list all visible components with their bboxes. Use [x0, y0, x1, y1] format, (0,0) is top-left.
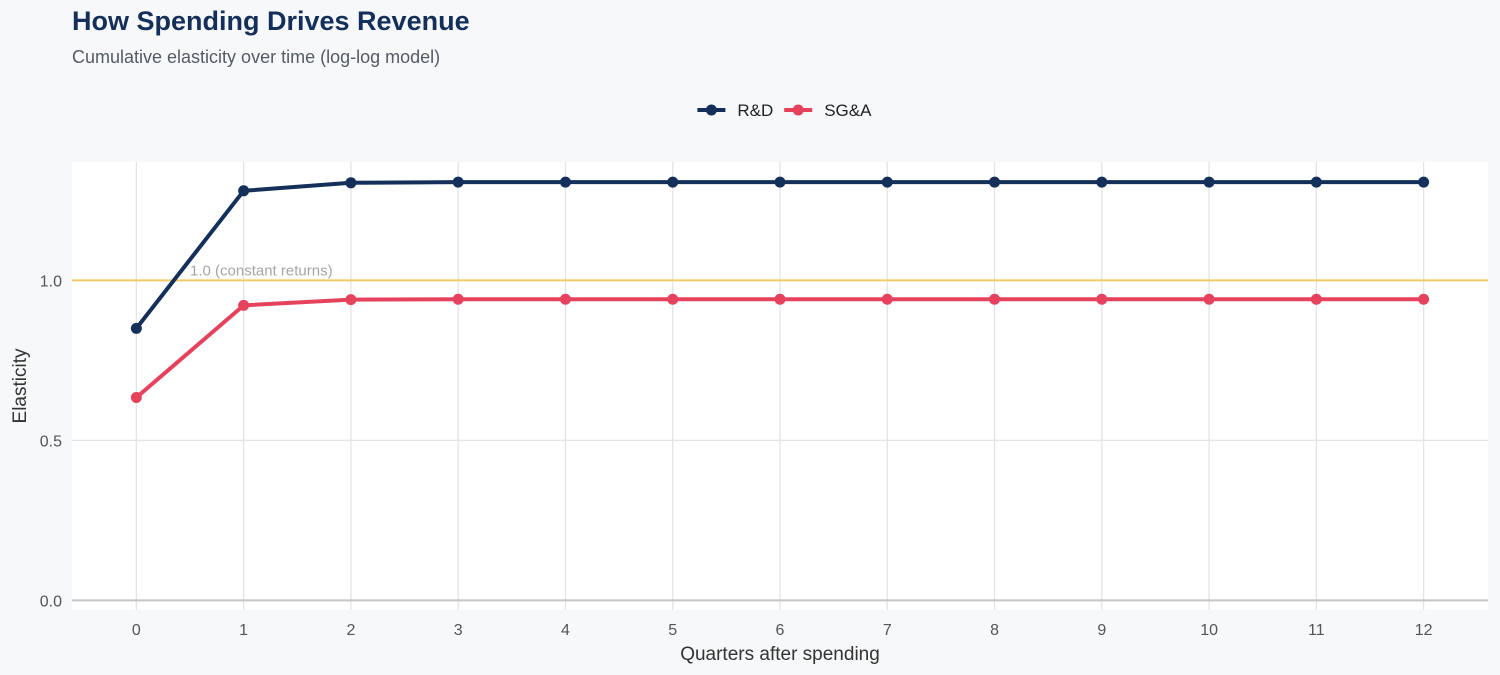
x-tick-label: 4 — [561, 622, 570, 639]
series-group — [130, 176, 1430, 404]
x-tick-label: 2 — [346, 622, 355, 639]
legend-item: R&D — [697, 101, 773, 120]
data-point — [881, 293, 893, 305]
legend-swatch-point — [705, 104, 717, 116]
y-tick-label: 0.0 — [40, 593, 62, 610]
data-point — [238, 185, 250, 197]
y-tick-label: 1.0 — [40, 273, 62, 290]
x-tick-label: 10 — [1200, 622, 1218, 639]
x-tick-label: 3 — [454, 622, 463, 639]
data-point — [667, 176, 679, 188]
data-point — [1418, 176, 1430, 188]
legend-label: SG&A — [824, 101, 872, 120]
x-tick-label: 1 — [239, 622, 248, 639]
reference-line-group: 1.0 (constant returns) — [72, 262, 1488, 282]
x-tick-label: 5 — [668, 622, 677, 639]
data-point — [1096, 176, 1108, 188]
data-point — [1418, 293, 1430, 305]
data-point — [1096, 293, 1108, 305]
x-axis-ticks: 0 1 2 3 4 5 6 7 8 9 10 11 12 — [132, 622, 1433, 639]
x-tick-label: 0 — [132, 622, 141, 639]
data-point — [1203, 293, 1215, 305]
data-point — [130, 392, 142, 404]
x-tick-label: 12 — [1415, 622, 1433, 639]
grid — [72, 162, 1488, 610]
y-tick-label: 0.5 — [40, 433, 62, 450]
data-point — [667, 293, 679, 305]
data-point — [1203, 176, 1215, 188]
data-point — [774, 176, 786, 188]
data-point — [238, 299, 250, 311]
data-point — [559, 293, 571, 305]
legend-label: R&D — [737, 101, 773, 120]
x-tick-label: 9 — [1097, 622, 1106, 639]
x-tick-label: 7 — [883, 622, 892, 639]
data-point — [452, 176, 464, 188]
legend-swatch-point — [792, 104, 804, 116]
x-tick-label: 8 — [990, 622, 999, 639]
chart-subtitle: Cumulative elasticity over time (log-log… — [72, 47, 441, 67]
y-axis-label: Elasticity — [10, 348, 31, 423]
data-point — [345, 177, 357, 189]
x-axis-label: Quarters after spending — [680, 644, 880, 665]
legend-item: SG&A — [784, 101, 872, 120]
data-point — [1310, 293, 1322, 305]
data-point — [989, 176, 1001, 188]
x-tick-label: 11 — [1308, 622, 1325, 639]
data-point — [1310, 176, 1322, 188]
y-axis-ticks: 0.0 0.5 1.0 — [40, 273, 62, 610]
legend: R&D SG&A — [697, 101, 872, 120]
data-point — [989, 293, 1001, 305]
reference-line-label: 1.0 (constant returns) — [190, 262, 333, 279]
chart-title: How Spending Drives Revenue — [72, 6, 470, 36]
data-point — [452, 293, 464, 305]
x-tick-label: 6 — [776, 622, 785, 639]
data-point — [559, 176, 571, 188]
data-point — [345, 294, 357, 306]
data-point — [130, 322, 142, 334]
data-point — [774, 293, 786, 305]
data-point — [881, 176, 893, 188]
